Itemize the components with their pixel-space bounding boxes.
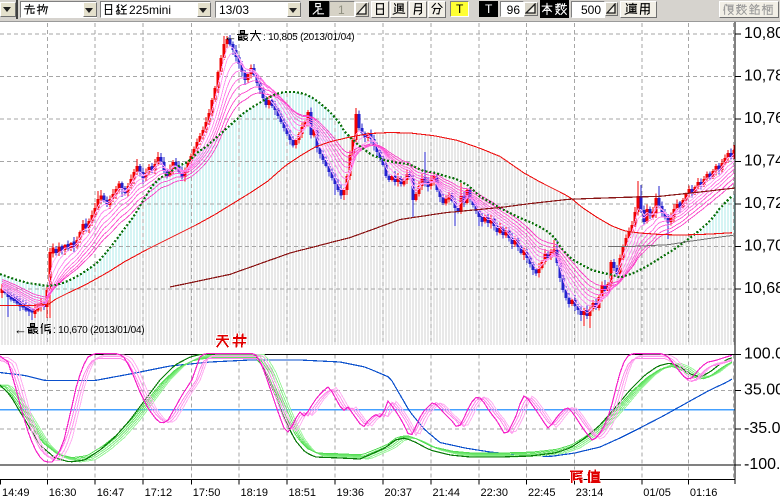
svg-text:35.00: 35.00 bbox=[744, 381, 780, 398]
svg-text:22:45: 22:45 bbox=[528, 487, 556, 499]
svg-text:22:30: 22:30 bbox=[481, 487, 509, 499]
svg-text:10,745: 10,745 bbox=[744, 153, 780, 170]
svg-text:16:30: 16:30 bbox=[49, 487, 77, 499]
svg-text:20:37: 20:37 bbox=[385, 487, 413, 499]
svg-text:10,785: 10,785 bbox=[744, 67, 780, 84]
svg-text:21:44: 21:44 bbox=[433, 487, 461, 499]
svg-text:10,725: 10,725 bbox=[744, 195, 780, 212]
svg-text:10,805: 10,805 bbox=[744, 25, 780, 42]
svg-text:-35.00: -35.00 bbox=[744, 420, 780, 437]
svg-text:10,705: 10,705 bbox=[744, 238, 780, 255]
svg-text:17:50: 17:50 bbox=[193, 487, 221, 499]
svg-text:01/05: 01/05 bbox=[643, 487, 671, 499]
svg-text:: 10,670 (2013/01/04): : 10,670 (2013/01/04) bbox=[53, 325, 144, 336]
svg-text:←: ← bbox=[14, 322, 27, 337]
svg-text:-100.0: -100.0 bbox=[744, 456, 780, 473]
svg-text:←: ← bbox=[224, 29, 237, 44]
svg-text:23:14: 23:14 bbox=[576, 487, 604, 499]
svg-text:19:36: 19:36 bbox=[337, 487, 365, 499]
svg-text:17:12: 17:12 bbox=[145, 487, 173, 499]
svg-text:100.00: 100.00 bbox=[744, 346, 780, 363]
svg-text:16:47: 16:47 bbox=[97, 487, 125, 499]
svg-text:18:19: 18:19 bbox=[241, 487, 269, 499]
svg-text:18:51: 18:51 bbox=[289, 487, 317, 499]
svg-text:14:49: 14:49 bbox=[2, 487, 30, 499]
svg-text:01:16: 01:16 bbox=[690, 487, 718, 499]
svg-text:10,765: 10,765 bbox=[744, 110, 780, 127]
svg-text:: 10,805 (2013/01/04): : 10,805 (2013/01/04) bbox=[263, 32, 354, 43]
svg-text:10,685: 10,685 bbox=[744, 280, 780, 297]
